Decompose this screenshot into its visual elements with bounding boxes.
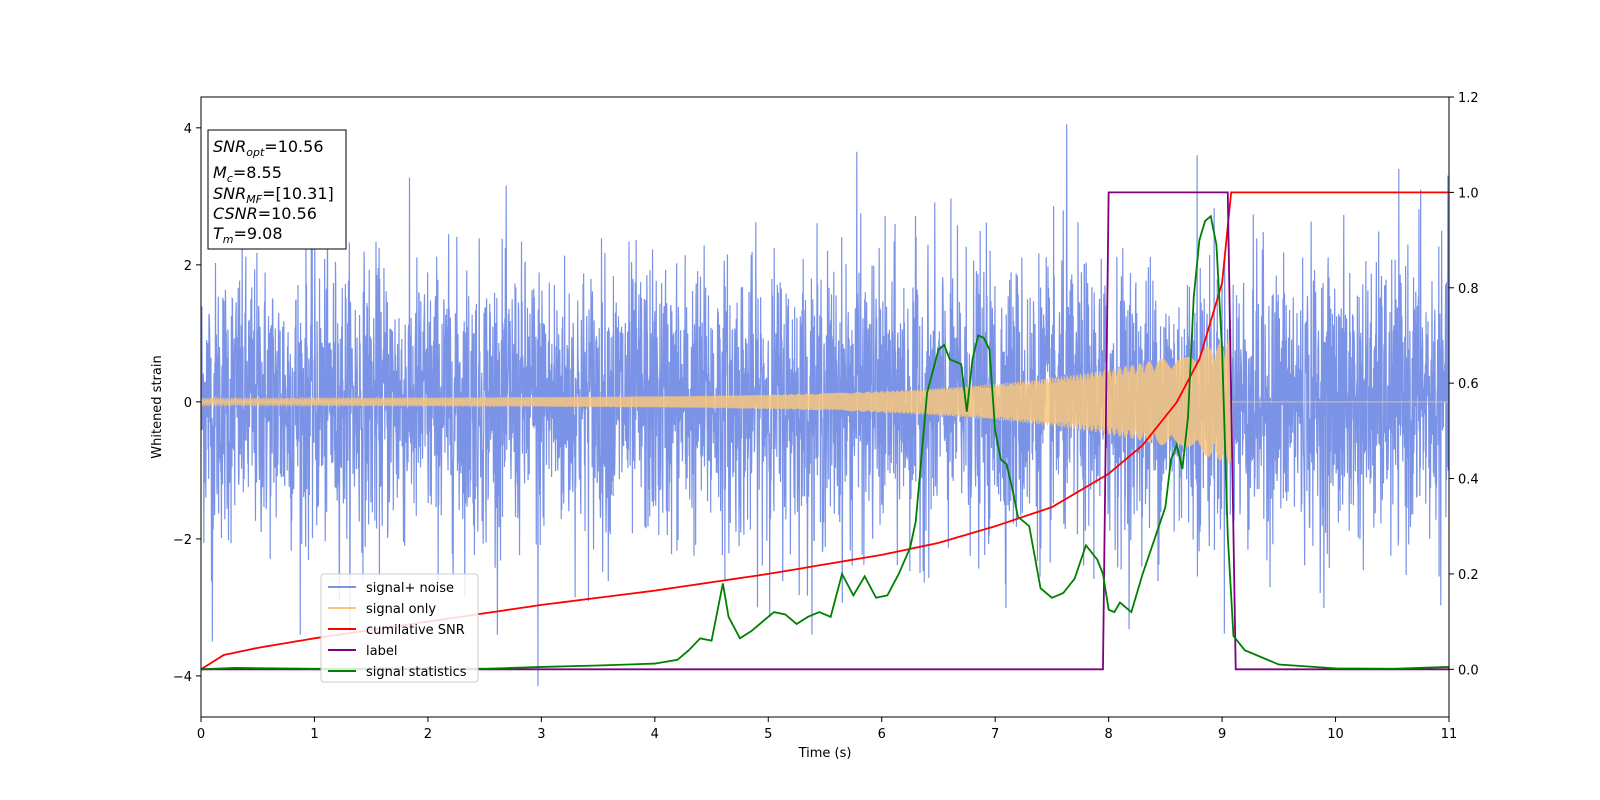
y-right-tick-label: 1.2 xyxy=(1458,91,1479,106)
legend-label: signal+ noise xyxy=(366,581,454,596)
x-tick-label: 9 xyxy=(1218,727,1226,742)
series-signal-statistics-line xyxy=(201,214,1449,671)
legend-frame xyxy=(320,573,479,683)
legend-label: label xyxy=(366,644,397,659)
series-layer xyxy=(201,124,1449,687)
y-right-tick-label: 0.4 xyxy=(1458,473,1479,488)
series-cumulative-snr-line xyxy=(201,191,1449,671)
y-axis-label: Whitened strain xyxy=(150,355,165,458)
legend-label: cumilative SNR xyxy=(366,623,465,638)
x-tick-label: 7 xyxy=(991,727,999,742)
bottom-axis: 0 1 2 3 4 5 6 7 8 9 10 11 xyxy=(197,717,1457,742)
stats-box-frame xyxy=(207,129,347,250)
plot-frame xyxy=(200,96,1450,718)
left-axis: −4 −2 0 2 4 xyxy=(173,122,201,685)
y-right-tick-label: 0.6 xyxy=(1458,377,1479,392)
series-signal-only-line xyxy=(201,340,1449,464)
x-tick-label: 3 xyxy=(537,727,545,742)
x-tick-label: 1 xyxy=(310,727,318,742)
stats-mc: Mc=8.55 xyxy=(213,163,282,185)
stats-snr-mf: SNRMF=[10.31] xyxy=(213,184,334,206)
x-axis-label: Time (s) xyxy=(798,746,852,761)
y-left-tick-label: 4 xyxy=(184,122,192,137)
y-right-tick-label: 0.8 xyxy=(1458,282,1479,297)
y-left-tick-label: −4 xyxy=(173,670,192,685)
legend: signal+ noise signal only cumilative SNR la… xyxy=(320,573,479,683)
y-left-tick-label: 2 xyxy=(184,259,192,274)
right-axis: 0.0 0.2 0.4 0.6 0.8 1.0 1.2 xyxy=(1449,91,1479,678)
x-tick-label: 0 xyxy=(197,727,205,742)
x-tick-label: 10 xyxy=(1327,727,1344,742)
y-left-tick-label: −2 xyxy=(173,533,192,548)
y-left-tick-label: 0 xyxy=(184,396,192,411)
x-tick-label: 2 xyxy=(424,727,432,742)
x-tick-label: 5 xyxy=(764,727,772,742)
x-tick-label: 8 xyxy=(1104,727,1112,742)
stats-snr-opt: SNRopt=10.56 xyxy=(213,137,324,159)
stats-csnr: CSNR=10.56 xyxy=(213,204,317,223)
x-tick-label: 11 xyxy=(1441,727,1458,742)
legend-label: signal only xyxy=(366,602,436,617)
x-tick-label: 4 xyxy=(651,727,659,742)
stats-tm: Tm=9.08 xyxy=(213,224,283,246)
y-right-tick-label: 0.2 xyxy=(1458,568,1479,583)
x-tick-label: 6 xyxy=(878,727,886,742)
legend-label: signal statistics xyxy=(366,665,467,680)
y-right-tick-label: 0.0 xyxy=(1458,663,1479,678)
y-right-tick-label: 1.0 xyxy=(1458,186,1479,201)
stats-box: SNRopt=10.56 Mc=8.55 SNRMF=[10.31] CSNR=… xyxy=(207,129,347,250)
series-label-line xyxy=(201,191,1449,671)
